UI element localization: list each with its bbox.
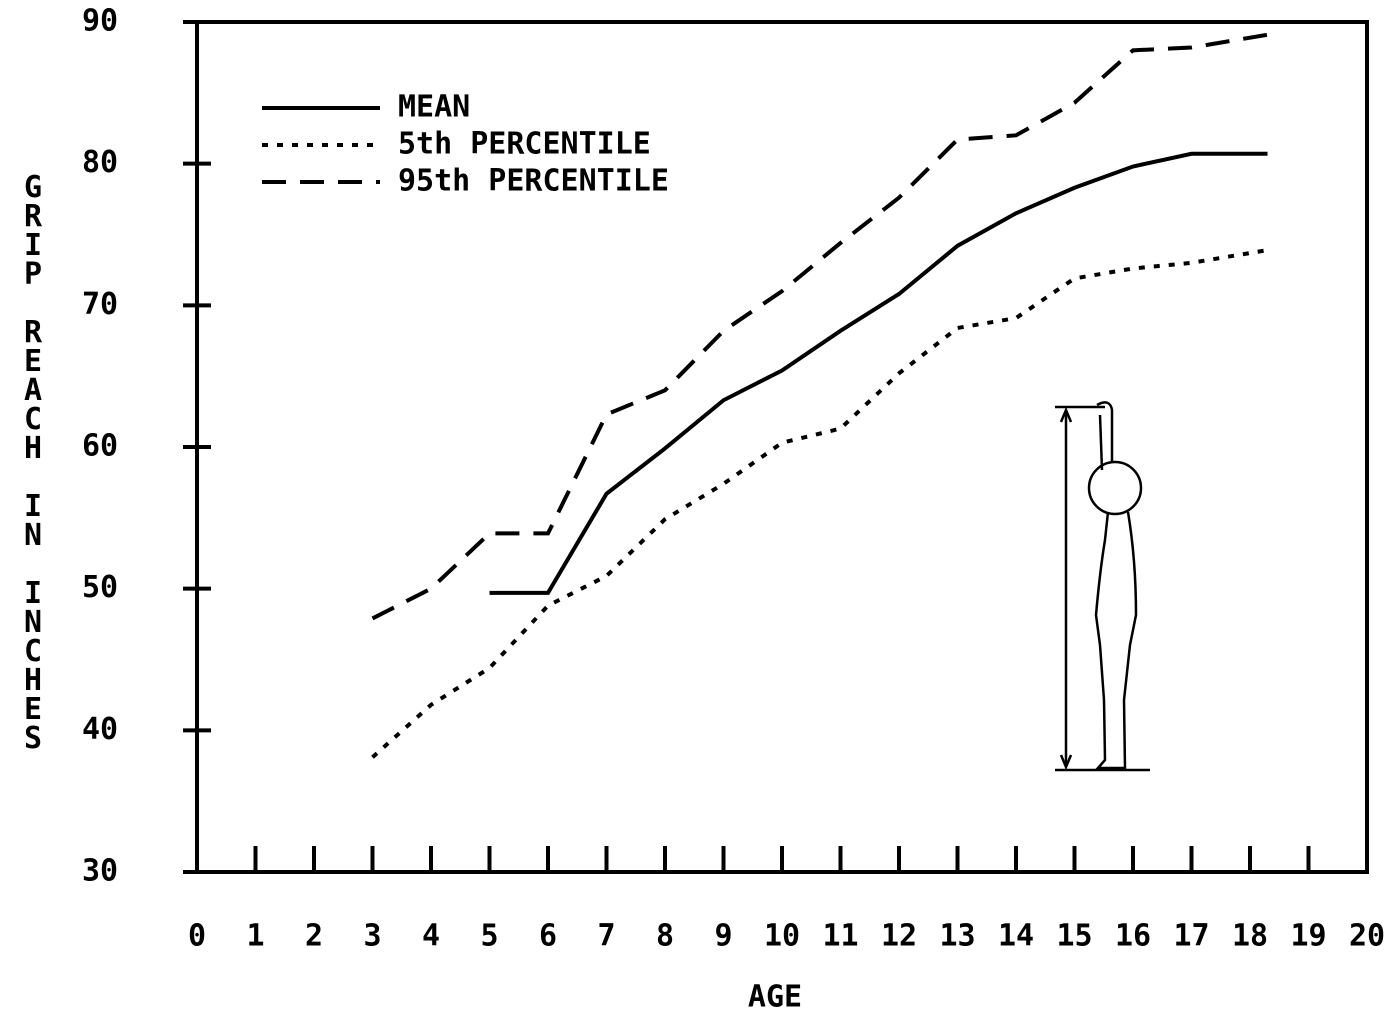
y-tick-label: 60	[82, 429, 118, 464]
y-tick-label: 80	[82, 145, 118, 180]
x-tick-label: 5	[480, 919, 498, 954]
y-tick-label: 90	[82, 4, 118, 39]
x-tick-label: 10	[764, 919, 800, 954]
legend-label: MEAN	[398, 90, 470, 125]
x-tick-label: 9	[714, 919, 732, 954]
x-axis-label: AGE	[748, 980, 802, 1012]
y-axis-label: GRIP REACH IN INCHES	[16, 170, 51, 750]
x-tick-label: 17	[1173, 919, 1209, 954]
x-tick-label: 14	[998, 919, 1034, 954]
series-line	[489, 151, 1268, 595]
series-line	[371, 32, 1268, 621]
series-line	[371, 248, 1268, 759]
x-tick-label: 3	[363, 919, 381, 954]
y-tick-label: 30	[82, 854, 118, 889]
x-tick-label: 2	[305, 919, 323, 954]
plot-frame	[195, 20, 1369, 874]
x-tick-label: 4	[422, 919, 440, 954]
legend-label: 5th PERCENTILE	[398, 127, 651, 162]
legend-label: 95th PERCENTILE	[398, 164, 669, 199]
x-tick-label: 7	[597, 919, 615, 954]
x-tick-label: 20	[1349, 919, 1385, 954]
x-tick-label: 1	[246, 919, 264, 954]
x-tick-label: 12	[881, 919, 917, 954]
x-tick-label: 8	[656, 919, 674, 954]
y-tick-label: 50	[82, 570, 118, 605]
x-tick-label: 16	[1115, 919, 1151, 954]
x-tick-label: 15	[1056, 919, 1092, 954]
y-tick-label: 70	[82, 287, 118, 322]
x-tick-label: 6	[539, 919, 557, 954]
child-figure	[1055, 401, 1150, 772]
x-tick-label: 11	[822, 919, 858, 954]
x-tick-label: 18	[1232, 919, 1268, 954]
x-tick-label: 13	[939, 919, 975, 954]
x-tick-label: 19	[1290, 919, 1326, 954]
x-tick-label: 0	[188, 919, 206, 954]
y-tick-label: 40	[82, 712, 118, 747]
